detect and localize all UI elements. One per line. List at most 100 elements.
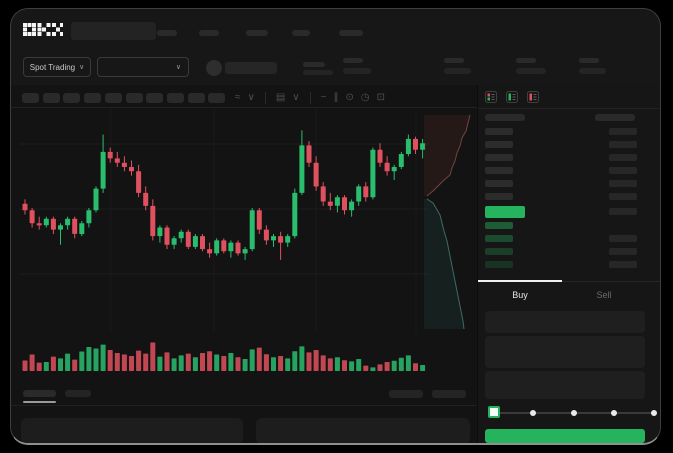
slider-stop[interactable] xyxy=(610,410,617,416)
ask-price-bar xyxy=(485,154,513,161)
line-tool-icon[interactable]: ~ xyxy=(320,92,327,103)
bid-row[interactable] xyxy=(485,222,637,229)
chart-region-bg xyxy=(11,85,478,443)
bid-row[interactable] xyxy=(485,248,637,255)
orderbook-price-header xyxy=(485,114,525,121)
bottom-action-button[interactable] xyxy=(432,390,466,398)
ask-row[interactable] xyxy=(485,141,637,148)
ask-price-bar xyxy=(485,167,513,174)
toolbar-slot[interactable] xyxy=(63,93,81,103)
panel-divider xyxy=(477,85,478,443)
toolbar-divider xyxy=(11,107,477,108)
combined-book-icon[interactable] xyxy=(485,91,497,103)
slider-stop[interactable] xyxy=(570,410,577,416)
bids-book-icon[interactable] xyxy=(506,91,518,103)
bid-amount-bar xyxy=(609,261,637,268)
slider-stop[interactable] xyxy=(530,410,537,416)
ask-row[interactable] xyxy=(485,154,637,161)
ask-amount-bar xyxy=(609,167,637,174)
stat-label xyxy=(343,58,363,63)
stat-value xyxy=(343,68,371,74)
ask-amount-bar xyxy=(609,141,637,148)
bid-price-bar xyxy=(485,235,513,242)
order-history-panel[interactable] xyxy=(256,418,470,443)
ask-row[interactable] xyxy=(485,193,637,200)
chevron-down-icon[interactable]: ∨ xyxy=(292,92,300,103)
slider-handle[interactable] xyxy=(488,406,500,418)
toolbar-separator xyxy=(309,92,311,104)
candle-style-icon[interactable]: ▤ xyxy=(275,92,286,103)
tab-buy[interactable]: Buy xyxy=(512,290,528,300)
indicator-wave-icon[interactable]: ≈ xyxy=(235,92,241,103)
bottom-tab-underline xyxy=(23,401,56,403)
nav-item[interactable] xyxy=(157,30,177,36)
ask-price-bar xyxy=(485,141,513,148)
toolbar-slot[interactable] xyxy=(84,93,102,103)
stat-label xyxy=(444,58,464,63)
asks-book-icon[interactable] xyxy=(527,91,539,103)
tabs-divider xyxy=(478,281,660,282)
bid-row[interactable] xyxy=(485,235,637,242)
bid-price-bar xyxy=(485,222,513,229)
last-price-badge[interactable] xyxy=(485,206,525,218)
toolbar-slot[interactable] xyxy=(104,93,122,103)
toolbar-slot[interactable] xyxy=(22,93,39,103)
bottom-action-button[interactable] xyxy=(389,390,423,398)
toolbar-slot[interactable] xyxy=(187,93,205,103)
slider-stop[interactable] xyxy=(651,410,657,416)
ask-amount-bar xyxy=(609,180,637,187)
orderbook-amount-header xyxy=(595,114,635,121)
open-orders-panel[interactable] xyxy=(21,418,243,443)
camera-icon[interactable]: ⊙ xyxy=(345,92,354,103)
interval-history-icon[interactable]: ◷ xyxy=(360,92,370,103)
bid-price-bar xyxy=(485,248,513,255)
volume-chart[interactable] xyxy=(19,337,429,373)
amount-slider[interactable] xyxy=(488,406,657,418)
fullscreen-icon[interactable]: ⊡ xyxy=(376,92,385,103)
orderbook-view-toggles xyxy=(485,91,539,103)
depth-chart xyxy=(424,114,471,330)
ask-amount-bar xyxy=(609,193,637,200)
toolbar-slot[interactable] xyxy=(146,93,164,103)
bid-price-bar xyxy=(485,261,513,268)
pair-selector[interactable]: ∨ xyxy=(97,57,189,77)
ask-row[interactable] xyxy=(485,180,637,187)
ask-row[interactable] xyxy=(485,128,637,135)
bottom-tab-active[interactable] xyxy=(23,390,56,397)
bid-amount-bar xyxy=(609,248,637,255)
candlestick-chart[interactable] xyxy=(19,109,429,333)
toolbar-slot[interactable] xyxy=(125,93,143,103)
last-price-placeholder xyxy=(303,62,325,67)
bottom-tab[interactable] xyxy=(65,390,91,397)
toolbar-separator xyxy=(264,92,266,104)
tab-sell[interactable]: Sell xyxy=(596,290,612,300)
ask-price-bar xyxy=(485,128,513,135)
search-input[interactable] xyxy=(71,22,156,40)
buy-submit-button[interactable] xyxy=(485,429,645,443)
nav-item[interactable] xyxy=(339,30,363,36)
toolbar-slot[interactable] xyxy=(208,93,226,103)
price-input[interactable] xyxy=(485,311,645,333)
compare-icon[interactable]: ∥ xyxy=(333,92,339,103)
bid-row[interactable] xyxy=(485,261,637,268)
nav-item[interactable] xyxy=(199,30,219,36)
ask-amount-bar xyxy=(609,128,637,135)
nav-item[interactable] xyxy=(246,30,268,36)
chart-toolbar-icons: ≈ ∨ ▤ ∨ ~ ∥ ⊙ ◷ ⊡ xyxy=(235,91,385,105)
chevron-down-icon[interactable]: ∨ xyxy=(247,92,255,103)
toolbar-slot[interactable] xyxy=(42,93,60,103)
okx-logo[interactable] xyxy=(23,23,63,36)
stat-value xyxy=(516,68,546,74)
chevron-down-icon: ∨ xyxy=(175,63,181,71)
toolbar-slot[interactable] xyxy=(166,93,184,103)
price-change-placeholder xyxy=(303,70,333,75)
market-type-label: Spot Trading xyxy=(29,62,76,72)
bids-list xyxy=(485,222,637,274)
asks-list xyxy=(485,128,637,206)
nav-item[interactable] xyxy=(292,30,310,36)
orderbook-divider xyxy=(478,108,660,109)
amount-input[interactable] xyxy=(485,336,645,368)
total-input[interactable] xyxy=(485,371,645,399)
market-type-selector[interactable]: Spot Trading ∨ xyxy=(23,57,91,77)
ask-row[interactable] xyxy=(485,167,637,174)
